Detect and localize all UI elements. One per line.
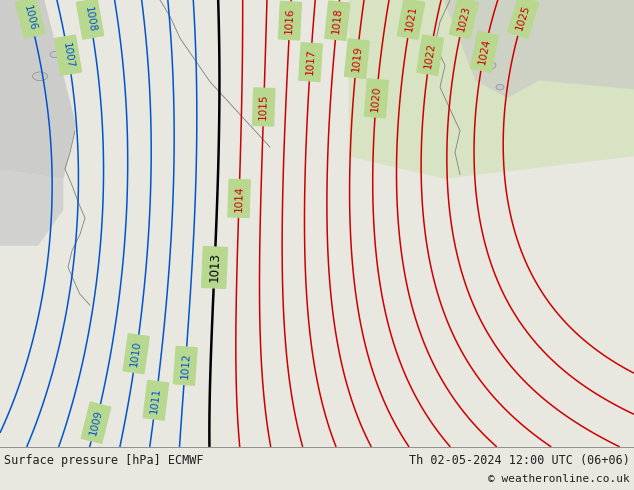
Polygon shape: [444, 0, 634, 98]
Text: 1010: 1010: [129, 340, 143, 368]
Text: 1014: 1014: [234, 185, 245, 212]
Polygon shape: [0, 0, 76, 179]
Polygon shape: [349, 0, 634, 179]
Text: 1022: 1022: [423, 41, 437, 69]
Text: 1024: 1024: [477, 38, 492, 66]
Text: 1013: 1013: [207, 252, 222, 283]
Text: 1008: 1008: [83, 5, 97, 33]
Text: Surface pressure [hPa] ECMWF: Surface pressure [hPa] ECMWF: [4, 454, 204, 467]
Text: 1019: 1019: [351, 45, 363, 73]
Text: 1009: 1009: [88, 409, 104, 437]
Text: 1006: 1006: [22, 4, 38, 32]
Text: 1011: 1011: [149, 387, 162, 414]
Ellipse shape: [50, 51, 60, 58]
Text: Th 02-05-2024 12:00 UTC (06+06): Th 02-05-2024 12:00 UTC (06+06): [409, 454, 630, 467]
Text: 1021: 1021: [404, 5, 418, 33]
Text: 1017: 1017: [305, 49, 316, 75]
Text: 1023: 1023: [456, 4, 472, 32]
Text: 1025: 1025: [514, 3, 532, 31]
Text: © weatheronline.co.uk: © weatheronline.co.uk: [488, 474, 630, 484]
Text: 1007: 1007: [61, 42, 75, 69]
Ellipse shape: [484, 62, 496, 69]
Text: 1015: 1015: [258, 94, 269, 121]
Ellipse shape: [496, 84, 504, 90]
Text: 1012: 1012: [179, 352, 191, 379]
Text: 1016: 1016: [284, 7, 295, 34]
Text: 1018: 1018: [331, 7, 344, 34]
Polygon shape: [0, 170, 63, 246]
Text: 1020: 1020: [370, 85, 382, 112]
Ellipse shape: [32, 72, 48, 81]
